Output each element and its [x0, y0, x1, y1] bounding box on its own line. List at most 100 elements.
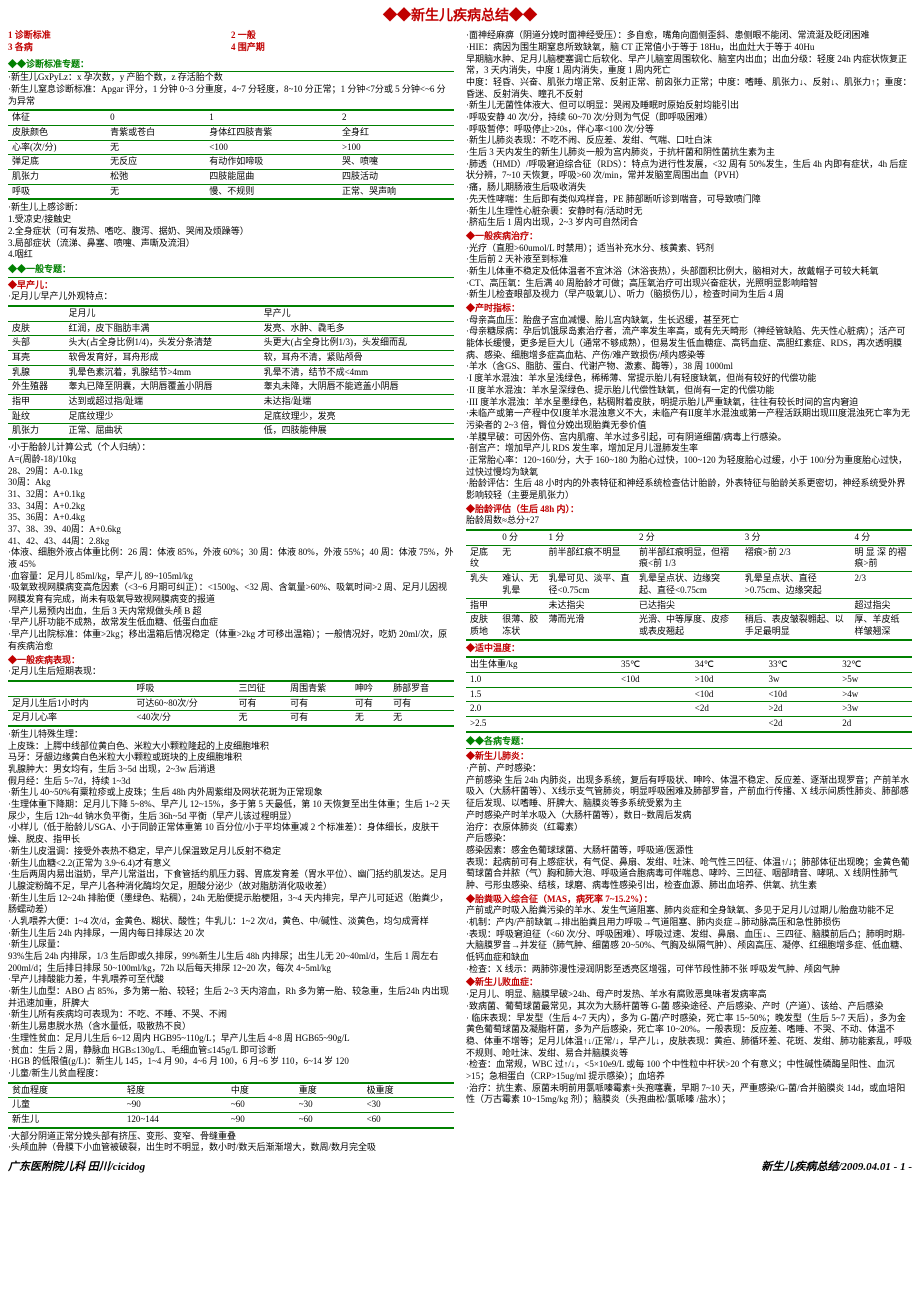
- td: ~30: [295, 1098, 363, 1113]
- apgar-table: 体征012 皮肤颜色青紫或苍白身体红四肢青紫全身红 心率(次/分)无<100>1…: [8, 109, 454, 200]
- line: 表现：起病前可有上感症状，有气促、鼻扇、发绀、吐沫、呛气性三凹征、体温↑/↓；肺…: [466, 857, 912, 892]
- td: 未达指/趾端: [260, 395, 454, 410]
- line: ·儿童/新生儿贫血程度：: [8, 1068, 454, 1080]
- sec-pneumonia: ◆新生儿肺炎：: [466, 751, 912, 763]
- toc-2: 2 一般: [231, 30, 454, 42]
- th: 体征: [8, 110, 106, 125]
- td: 无: [498, 545, 544, 571]
- td: 软骨发育好，耳舟形成: [64, 351, 259, 366]
- left-column: 1 诊断标准 2 一般 3 各病 4 围产期 ◆◆诊断标准专题： ·新生儿GxP…: [8, 30, 454, 1154]
- line: ·胎龄评估：生后 48 小时内的外表特征和神经系统检查估计胎龄，外表特征与胎龄关…: [466, 478, 912, 501]
- line: ·新生儿无菌性体液大、但可以明显：哭闹及睡眠时原始反射均能引出: [466, 100, 912, 112]
- line: ·体液、细胞外液占体重比例：26 周：体液 85%，外液 60%；30 周：体液…: [8, 547, 454, 570]
- gest-table: 0 分1 分2 分3 分4 分 足底纹无前半部红痕不明显前半部红痕明显，但褶痕<…: [466, 529, 912, 641]
- td: 无: [235, 711, 287, 726]
- td: 全身红: [338, 126, 454, 141]
- th: 三凹征: [235, 681, 287, 696]
- td: 正常、屈曲状: [64, 424, 259, 439]
- td: 乳晕呈点状、直径>0.75cm、边缘突起: [741, 572, 851, 598]
- line: ·新生儿生后 12~24h 排胎便（墨绿色、粘稠），24h 无胎便提示胎梗阻，3…: [8, 893, 454, 916]
- th: 33℃: [764, 657, 838, 672]
- td: 无: [106, 184, 205, 199]
- line: ·母亲高血压：胎盘子宫血减慢、胎儿宫内缺氧，生长迟缓，甚至死亡: [466, 315, 912, 327]
- td: 低，四肢能伸展: [260, 424, 454, 439]
- th: [466, 530, 498, 545]
- line: ·足月儿、明显、脑膜早破>24h、母产时发热、羊水有腐败恶臭味者发病率高: [466, 989, 912, 1001]
- footer-left: 广东医附院儿科 田川/cicidog: [8, 1160, 145, 1174]
- line: ·生理体重下降期：足月儿下降 5~8%、早产儿 12~15%，多于第 5 天最低…: [8, 799, 454, 822]
- line: ·新生儿血型：ABO 占 85%，多为第一胎、较轻；生后 2~3 天内溶血，Rh…: [8, 986, 454, 1009]
- line: 3.局部症状（流涕、鼻塞、喷嚏、声嘶及流泪）: [8, 238, 454, 250]
- td: 稍后、表皮皱裂翱起、以手足最明显: [741, 613, 851, 640]
- line: ·早产儿出院标准：体重>2kg；移出温箱后情况稳定（体重>2kg 才可移出温箱）…: [8, 629, 454, 652]
- th: 极重度: [363, 1083, 454, 1098]
- td: 四肢活动: [338, 170, 454, 185]
- line: 4.咽红: [8, 249, 454, 261]
- line: 产后感染：: [466, 833, 912, 845]
- td: 乳晕可见、淡平、直径<0.75cm: [545, 572, 636, 598]
- line: 31、32周：A+0.1kg: [8, 489, 454, 501]
- line: ·呼吸暂停：呼吸停止>20s，伴心率<100 次/分等: [466, 124, 912, 136]
- line: ·面神经麻痹（阴道分娩时面神经受压）：多自愈，嘴角向面侧歪斜、患侧眼不能闭、常流…: [466, 30, 912, 42]
- line: ·足月儿生后短期表现：: [8, 666, 454, 678]
- line: ·CT、高压氧：生后满 40 周胎龄才可做；高压氧治疗可出现兴奋症状，光照明显影…: [466, 278, 912, 290]
- th: 周围青紫: [286, 681, 351, 696]
- line: ·足月儿/早产儿外观特点：: [8, 291, 454, 303]
- line: · 临床表现：早发型（生后 4~7 天内），多为 G-菌/产时感染，死亡率 15…: [466, 1013, 912, 1060]
- temp-table: 出生体重/kg35℃34℃33℃32℃ 1.0<10d>10d3w>5w 1.5…: [466, 656, 912, 732]
- main-columns: 1 诊断标准 2 一般 3 各病 4 围产期 ◆◆诊断标准专题： ·新生儿GxP…: [8, 30, 912, 1154]
- line: A=(周龄-18)/10kg: [8, 454, 454, 466]
- td: 无: [389, 711, 454, 726]
- td: 难认、无乳晕: [498, 572, 544, 598]
- td: 松弛: [106, 170, 205, 185]
- line: 胎龄周数≈总分+27: [466, 515, 912, 527]
- line: ·新生儿体重不稳定及低体温者不宜沐浴（沐浴丧热），头部面积比例大，脑相对大，故戴…: [466, 266, 912, 278]
- right-column: ·面神经麻痹（阴道分娩时面神经受压）：多自愈，嘴角向面侧歪斜、患侧眼不能闭、常流…: [466, 30, 912, 1154]
- th: 出生体重/kg: [466, 657, 617, 672]
- td: 1.5: [466, 687, 617, 702]
- td: 薄而光滑: [545, 613, 636, 640]
- line: 30周：Akg: [8, 477, 454, 489]
- td: 很薄、胶冻状: [498, 613, 544, 640]
- line: 2.全身症状（可有发热、嗜吃、腹泻、据奶、哭闹及烦躁等）: [8, 226, 454, 238]
- td: 可有: [286, 711, 351, 726]
- sec-temp: ◆适中温度：: [466, 643, 912, 655]
- td: 新生儿: [8, 1112, 123, 1127]
- line: 乳腺肿大：男女均有，生后 3~5d 出现，2~3w 后消退: [8, 764, 454, 776]
- line: ·检查：血常规，WBC 过↑/↓，<5×10e9/L 或每 100 个中性粒中杆…: [466, 1059, 912, 1082]
- line: ·痛，肠儿期肠液生后吸收消失: [466, 182, 912, 194]
- td: <40次/分: [132, 711, 234, 726]
- td: 未达指尖: [545, 598, 636, 613]
- line: ·未临产或第一产程中仅I度羊水混浊意义不大，未临产有II度羊水混浊或第一产程活跃…: [466, 408, 912, 431]
- td: <10d: [764, 687, 838, 702]
- th: 早产儿: [260, 306, 454, 321]
- line: ·早产儿易预内出血，生后 3 天内常规做头颅 B 超: [8, 606, 454, 618]
- sec-diseases: ◆◆各病专题：: [466, 735, 912, 750]
- line: ·小于胎龄儿计算公式（个人归纳）：: [8, 442, 454, 454]
- td: 哭、喷嚏: [338, 155, 454, 170]
- line: ·新生儿皮温调：接受外表热不稳定，早产儿保温致足月儿反射不稳定: [8, 846, 454, 858]
- line: ·头颅血肿（骨膜下小血管被破裂，出生时不明显，数小时/数天后渐渐增大，数周/数月…: [8, 1142, 454, 1154]
- td: 弹足底: [8, 155, 106, 170]
- td: 足底纹理少，发亮: [260, 409, 454, 424]
- td: 褶痕>前 2/3: [741, 545, 851, 571]
- sec-general-disease: ◆一般疾病表现：: [8, 655, 454, 667]
- line: 感染因素：感金色葡球球菌、大肠杆菌等，呼吸道/医源性: [466, 845, 912, 857]
- td: 皮肤颜色: [8, 126, 106, 141]
- td: 2.0: [466, 702, 617, 717]
- line: ·肺透（HMD）/呼吸窘迫综合征（RDS）：特点为进行性发展，<32 周有 50…: [466, 159, 912, 182]
- line: ·新生儿生理性心脏杂裹：安静时有/活动时无: [466, 206, 912, 218]
- line: ·HGB 的低限值(g/L)：新生儿 145，1~4 月 90，4~6 月 10…: [8, 1056, 454, 1068]
- th: 肺部罗音: [389, 681, 454, 696]
- td: >100: [338, 140, 454, 155]
- line: ·生后 3 天内发生的新生儿肺炎一般为宫内肺炎，于抗杆菌和阴性菌抗生素为主: [466, 147, 912, 159]
- footer-right: 新生儿疾病总结/2009.04.01 - 1 -: [761, 1160, 912, 1174]
- td: <30: [363, 1098, 454, 1113]
- main-title: ◆◆新生儿疾病总结◆◆: [8, 8, 912, 26]
- line: 早期脑水肿、足月儿脑梗塞调亡后软化、早产儿脑室周围软化、脑室内出血；出血分级：轻…: [466, 54, 912, 77]
- td: [617, 687, 691, 702]
- sec-diag-std: ◆◆诊断标准专题：: [8, 58, 454, 73]
- td: 外生殖器: [8, 380, 64, 395]
- line: ·新生儿窒息诊断标准：Apgar 评分，1 分钟 0~3 分重度，4~7 分轻度…: [8, 84, 454, 107]
- td: 无反应: [106, 155, 205, 170]
